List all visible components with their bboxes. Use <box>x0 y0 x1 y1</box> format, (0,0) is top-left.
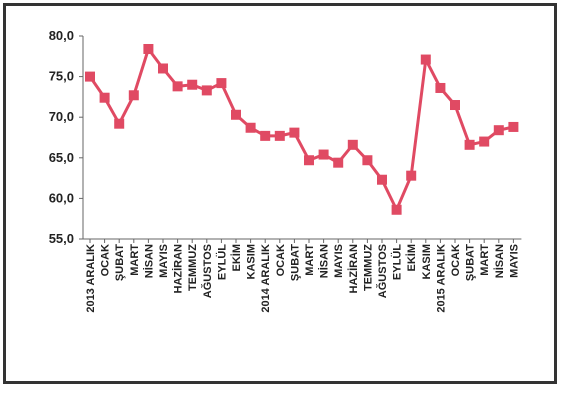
x-tick-label: ŞUBAT <box>289 244 301 281</box>
data-point-marker <box>172 81 183 92</box>
data-point-marker <box>114 118 125 129</box>
data-point-marker <box>435 82 446 93</box>
x-tick-label: NİSAN <box>142 244 155 278</box>
data-point-marker <box>450 100 460 111</box>
x-tick-label: TEMMUZ <box>187 244 199 291</box>
y-tick-label: 65,0 <box>49 150 74 165</box>
y-tick-label: 70,0 <box>49 109 74 124</box>
data-point-marker <box>231 109 241 120</box>
x-tick-label: MART <box>304 244 316 276</box>
x-tick-label: NİSAN <box>318 244 331 278</box>
x-tick-label: AĞUSTOS <box>201 244 214 298</box>
x-tick-label: MART <box>479 244 491 276</box>
data-point-marker <box>333 157 344 168</box>
x-tick-label: ŞUBAT <box>114 244 126 281</box>
y-tick-label: 60,0 <box>49 190 74 205</box>
x-tick-label: EYLÜL <box>215 244 228 280</box>
data-point-marker <box>304 155 314 166</box>
x-tick-label: AĞUSTOS <box>376 244 389 298</box>
data-point-marker <box>479 136 490 147</box>
data-point-marker <box>201 85 212 96</box>
x-tick-label: EKİM <box>230 244 243 272</box>
data-point-marker <box>274 130 285 141</box>
data-point-marker <box>420 54 431 65</box>
x-tick-label: OCAK <box>100 244 112 276</box>
x-tick-label: TEMMUZ <box>362 244 374 291</box>
x-tick-label: HAZİRAN <box>347 244 360 294</box>
x-tick-label: EYLÜL <box>391 244 404 280</box>
data-point-marker <box>391 204 402 215</box>
y-tick-label: 55,0 <box>49 231 74 246</box>
data-point-marker <box>85 71 95 82</box>
data-point-marker <box>318 149 329 160</box>
x-tick-label: ŞUBAT <box>465 244 477 281</box>
data-point-marker <box>464 139 475 150</box>
data-point-marker <box>377 174 387 185</box>
x-tick-label: MAYIS <box>158 244 170 278</box>
series-line <box>88 47 514 212</box>
data-point-marker <box>508 121 519 132</box>
data-point-marker <box>245 122 256 133</box>
x-tick-label: HAZİRAN <box>172 244 185 294</box>
x-tick-label: KASIM <box>421 244 433 279</box>
data-point-marker <box>99 92 110 103</box>
x-tick-label: NİSAN <box>493 244 506 278</box>
x-tick-label: 2014 ARALIK <box>260 244 272 313</box>
x-tick-label: MAYIS <box>508 244 520 278</box>
data-series <box>85 43 519 215</box>
x-tick-label: KASIM <box>246 244 258 279</box>
x-tick-label: EKİM <box>405 244 418 272</box>
data-point-marker <box>406 170 417 181</box>
line-chart: 80,075,070,065,060,055,0 2013 ARALIK OCAK… <box>49 28 522 313</box>
data-point-marker <box>143 43 154 54</box>
data-point-marker <box>187 79 198 90</box>
data-point-marker <box>362 155 373 166</box>
x-axis: 2013 ARALIK OCAK ŞUBAT MART NİSAN MAYIS HAZİRA… <box>83 238 522 313</box>
x-tick-label: OCAK <box>275 244 287 276</box>
x-tick-label: MAYIS <box>333 244 345 278</box>
data-point-marker <box>216 78 227 89</box>
y-tick-label: 80,0 <box>49 28 74 43</box>
data-point-marker <box>493 125 504 136</box>
data-point-marker <box>289 127 300 138</box>
x-tick-label: OCAK <box>450 244 462 276</box>
data-point-marker <box>158 63 168 74</box>
chart-frame: 80,0 75,0 70,0 65,0 60,0 55,0 2013 ARALIK OCAK… <box>3 3 557 384</box>
y-axis: 80,0 75,0 70,0 65,0 60,0 55,0 <box>49 28 84 246</box>
data-point-marker <box>347 139 358 150</box>
data-point-marker <box>128 90 139 101</box>
data-point-marker <box>260 130 271 141</box>
x-tick-label: 2013 ARALIK <box>85 244 97 313</box>
x-tick-label: 2015 ARALIK <box>435 244 447 313</box>
y-tick-label: 75,0 <box>49 69 74 84</box>
x-tick-label: MART <box>129 244 141 276</box>
